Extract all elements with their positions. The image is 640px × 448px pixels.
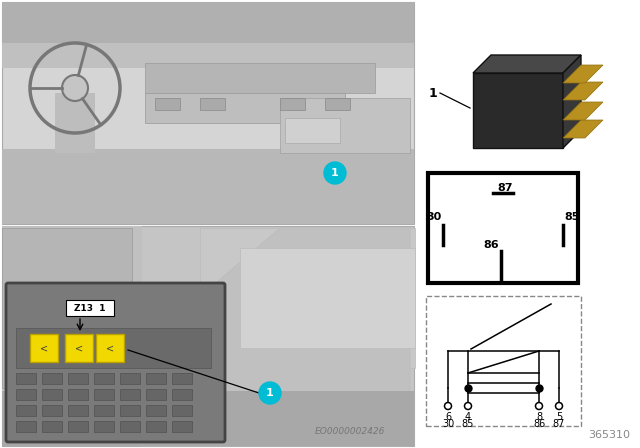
FancyBboxPatch shape — [6, 283, 225, 442]
Bar — [42, 421, 62, 432]
Polygon shape — [563, 55, 581, 148]
Circle shape — [259, 382, 281, 404]
Bar — [418, 0, 640, 448]
Bar — [146, 421, 166, 432]
Circle shape — [445, 402, 451, 409]
Text: 87: 87 — [553, 419, 565, 429]
Text: 86: 86 — [533, 419, 545, 429]
Bar — [2, 2, 414, 224]
Bar — [16, 328, 211, 368]
Circle shape — [465, 402, 472, 409]
Bar — [172, 405, 192, 416]
Bar — [200, 228, 415, 368]
Text: <: < — [75, 343, 83, 353]
Bar — [468, 351, 539, 373]
Bar — [94, 421, 114, 432]
Bar — [145, 63, 375, 93]
Text: 1: 1 — [331, 168, 339, 178]
Circle shape — [536, 402, 543, 409]
Bar — [68, 421, 88, 432]
Bar — [172, 421, 192, 432]
Bar — [280, 98, 305, 110]
Bar — [96, 334, 124, 362]
Text: 5: 5 — [556, 412, 562, 422]
Bar — [146, 373, 166, 384]
Polygon shape — [563, 102, 603, 120]
Bar — [30, 334, 58, 362]
Bar — [473, 73, 563, 148]
Bar — [468, 383, 539, 393]
Polygon shape — [563, 82, 603, 100]
Text: 85: 85 — [462, 419, 474, 429]
Bar — [285, 118, 340, 143]
Bar — [94, 389, 114, 400]
Bar — [2, 228, 132, 388]
Bar — [2, 149, 414, 224]
Circle shape — [556, 402, 563, 409]
Bar — [120, 421, 140, 432]
Bar — [155, 98, 180, 110]
Circle shape — [62, 75, 88, 101]
Bar — [16, 373, 36, 384]
Text: 30: 30 — [442, 419, 454, 429]
Bar — [120, 405, 140, 416]
Text: 1: 1 — [266, 388, 274, 398]
Text: 86: 86 — [483, 240, 499, 250]
Text: 30: 30 — [427, 211, 442, 221]
Bar — [42, 389, 62, 400]
Text: EO0000002426: EO0000002426 — [315, 427, 385, 436]
Bar — [172, 373, 192, 384]
Text: 1: 1 — [429, 86, 437, 99]
Bar — [146, 405, 166, 416]
Text: 4: 4 — [465, 412, 471, 422]
Bar — [2, 43, 414, 68]
Bar — [426, 296, 581, 426]
Polygon shape — [140, 228, 410, 446]
Bar — [120, 389, 140, 400]
Bar — [120, 373, 140, 384]
Bar — [42, 373, 62, 384]
Bar — [55, 93, 95, 153]
Bar — [2, 391, 414, 446]
Bar — [2, 2, 414, 48]
Bar — [280, 98, 410, 153]
Text: 87: 87 — [497, 183, 513, 193]
Polygon shape — [563, 65, 603, 83]
Bar — [418, 0, 640, 168]
Bar — [65, 334, 93, 362]
Bar — [66, 300, 114, 316]
Bar — [16, 421, 36, 432]
Bar — [240, 248, 415, 348]
Bar — [42, 405, 62, 416]
Bar — [16, 405, 36, 416]
Bar — [145, 93, 345, 123]
Text: <: < — [106, 343, 114, 353]
Bar — [16, 389, 36, 400]
Text: Z13  1: Z13 1 — [74, 303, 106, 313]
Polygon shape — [473, 55, 581, 73]
Bar — [94, 405, 114, 416]
Text: <: < — [40, 343, 48, 353]
Bar — [146, 389, 166, 400]
Bar — [172, 389, 192, 400]
Text: 8: 8 — [536, 412, 542, 422]
Bar — [68, 373, 88, 384]
Text: 85: 85 — [564, 211, 579, 221]
Bar — [68, 389, 88, 400]
Bar — [68, 405, 88, 416]
Bar — [94, 373, 114, 384]
Bar — [2, 226, 142, 446]
Text: 365310: 365310 — [588, 430, 630, 440]
Bar — [200, 98, 225, 110]
Polygon shape — [563, 120, 603, 138]
Bar — [325, 98, 350, 110]
Bar — [2, 226, 414, 446]
Bar — [428, 173, 578, 283]
Text: 6: 6 — [445, 412, 451, 422]
Circle shape — [324, 162, 346, 184]
